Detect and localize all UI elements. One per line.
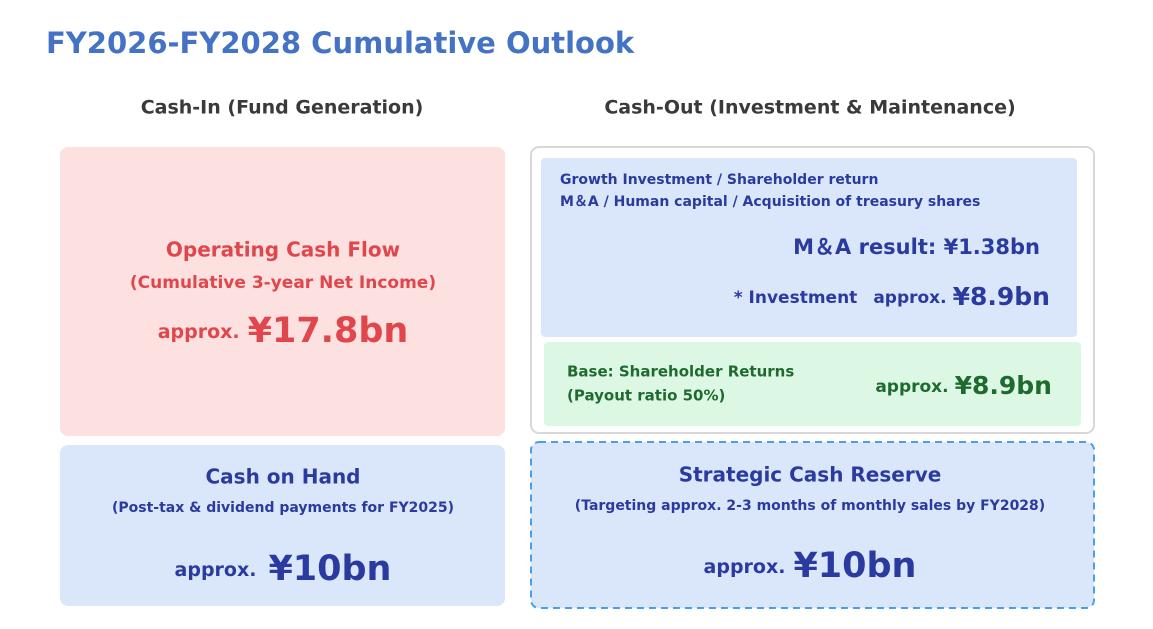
amount: ¥8.9bn (955, 371, 1052, 400)
amount: ¥10bn (268, 549, 391, 589)
line: M＆A / Human capital / Acquisition of tre… (560, 194, 980, 210)
prefix: approx. (875, 377, 948, 397)
ocf-box (60, 147, 505, 436)
box-note: (Targeting approx. 2-3 months of monthly… (575, 498, 1045, 514)
box-title: Base: Shareholder Returns (567, 363, 794, 381)
box-title: Cash on Hand (205, 465, 360, 489)
title: FY2026-FY2028 Cumulative Outlook (46, 26, 635, 60)
prefix: approx. (704, 556, 786, 578)
box-note: (Post-tax & dividend payments for FY2025… (112, 500, 454, 516)
prefix: approx. (175, 559, 257, 581)
box-title: Strategic Cash Reserve (679, 463, 942, 487)
prefix: approx. (158, 321, 240, 343)
amount-line: approx. ¥8.9bn (875, 371, 1052, 400)
cash-box (60, 445, 505, 606)
label: * Investment (734, 288, 858, 308)
amount-line: * Investment approx. ¥8.9bn (734, 282, 1050, 311)
reserve-box (530, 441, 1095, 609)
box-title: Operating Cash Flow (166, 238, 400, 262)
amount-line: approx. ¥17.8bn (158, 311, 409, 351)
box-note: (Payout ratio 50%) (567, 387, 725, 405)
amount: ¥10bn (793, 546, 916, 586)
amount-line: approx. ¥10bn (704, 546, 917, 586)
box-note: (Cumulative 3-year Net Income) (130, 273, 436, 293)
returns-box (544, 342, 1081, 426)
ma-result: M＆A result: ¥1.38bn (793, 235, 1040, 259)
investment-box (541, 158, 1077, 337)
amount: ¥17.8bn (248, 311, 409, 351)
line: Growth Investment / Shareholder return (560, 172, 878, 188)
amount: ¥8.9bn (953, 282, 1050, 311)
amount-line: approx. ¥10bn (175, 549, 392, 589)
heading: Cash-Out (Investment & Maintenance) (604, 97, 1015, 119)
prefix: approx. (873, 288, 946, 308)
heading: Cash-In (Fund Generation) (141, 97, 424, 119)
